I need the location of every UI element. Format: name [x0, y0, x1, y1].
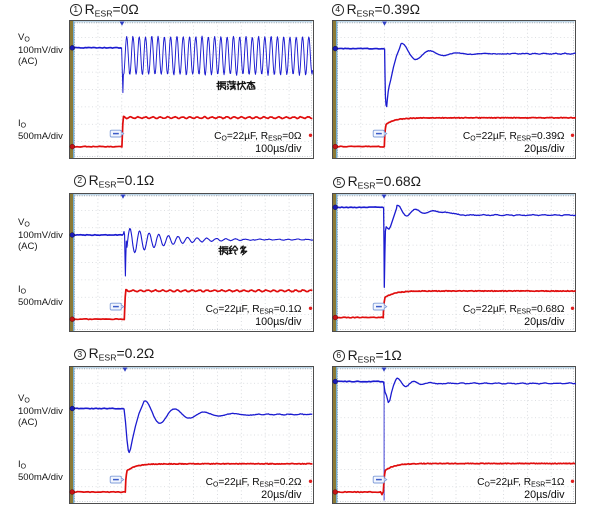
svg-text:20µs/div: 20µs/div	[261, 489, 302, 501]
svg-text:20µs/div: 20µs/div	[524, 316, 565, 328]
svg-text:CO​=22µF, RESR​=1Ω: CO​=22µF, RESR​=1Ω	[477, 477, 565, 489]
svg-text:CO​=22µF, RESR​=0.39Ω: CO​=22µF, RESR​=0.39Ω	[463, 131, 565, 143]
svg-text:20µs/div: 20µs/div	[524, 489, 565, 501]
svg-text:CO​=22µF, RESR​=0.1Ω: CO​=22µF, RESR​=0.1Ω	[206, 304, 302, 316]
svg-text:CO​=22µF, RESR​=0.2Ω: CO​=22µF, RESR​=0.2Ω	[206, 477, 302, 489]
svg-text:CO​=22µF, RESR​=0Ω: CO​=22µF, RESR​=0Ω	[214, 131, 302, 143]
svg-text:CO​=22µF, RESR​=0.68Ω: CO​=22µF, RESR​=0.68Ω	[463, 304, 565, 316]
svg-text:100µs/div: 100µs/div	[255, 143, 302, 155]
svg-text:20µs/div: 20µs/div	[524, 143, 565, 155]
svg-text:100µs/div: 100µs/div	[255, 316, 302, 328]
